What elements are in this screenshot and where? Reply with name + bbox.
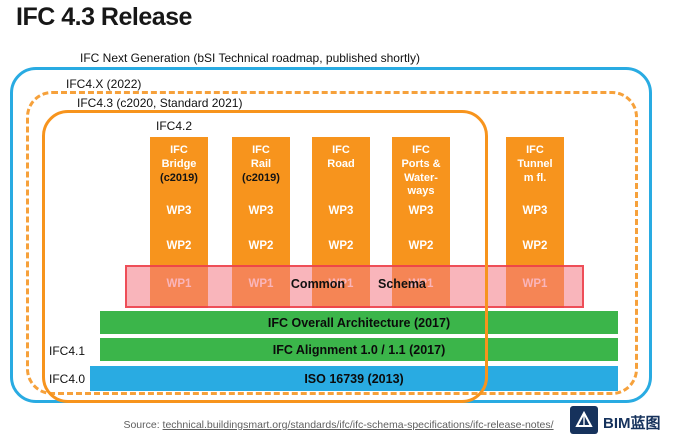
wp2-label: WP2 <box>248 240 274 252</box>
bar-ifc-alignment: IFC Alignment 1.0 / 1.1 (2017) <box>100 338 618 361</box>
schema-label: Schema <box>378 277 426 291</box>
page-title: IFC 4.3 Release <box>16 3 192 31</box>
wp2-label: WP2 <box>328 240 354 252</box>
wp2-label: WP2 <box>408 240 434 252</box>
wp3-label: WP3 <box>166 205 192 217</box>
ifc40-label: IFC4.0 <box>49 372 86 386</box>
ifc42-label: IFC4.2 <box>156 119 193 133</box>
ifc43-label: IFC4.3 (c2020, Standard 2021) <box>77 96 243 110</box>
ifc4x-label: IFC4.X (2022) <box>66 77 142 91</box>
column-title: IFC Tunnel m fl. <box>517 144 553 184</box>
column-year: (c2019) <box>242 171 280 184</box>
next-generation-label: IFC Next Generation (bSI Technical roadm… <box>80 51 420 65</box>
bim-logo: BIM蓝图 <box>566 406 661 439</box>
ifc41-label: IFC4.1 <box>49 344 86 358</box>
column-ifc-bridge: IFC Bridge (c2019) WP3 WP2 WP1 <box>150 137 208 308</box>
wp3-label: WP3 <box>248 205 274 217</box>
wp2-label: WP2 <box>522 240 548 252</box>
column-title: IFC Road <box>327 144 355 170</box>
bar-ifc-overall-architecture: IFC Overall Architecture (2017) <box>100 311 618 334</box>
bar-iso-16739: ISO 16739 (2013) <box>90 366 618 391</box>
column-title: IFC Bridge <box>161 144 197 170</box>
source-prefix: Source: <box>123 419 160 431</box>
column-title: IFC Ports & Water- ways <box>401 144 441 198</box>
column-title: IFC Rail <box>250 144 272 170</box>
bim-logo-icon <box>570 406 598 439</box>
bar-label: IFC Overall Architecture (2017) <box>267 315 451 330</box>
bar-label: ISO 16739 (2013) <box>304 371 404 386</box>
common-label: Common <box>290 277 346 291</box>
wp3-label: WP3 <box>522 205 548 217</box>
column-year: (c2019) <box>160 171 198 184</box>
source-line: Source: technical.buildingsmart.org/stan… <box>0 419 677 431</box>
common-schema-band <box>125 265 584 308</box>
wp2-label: WP2 <box>166 240 192 252</box>
bim-logo-text: BIM蓝图 <box>603 415 661 432</box>
source-link[interactable]: technical.buildingsmart.org/standards/if… <box>162 419 554 431</box>
wp3-label: WP3 <box>408 205 434 217</box>
wp3-label: WP3 <box>328 205 354 217</box>
bar-label: IFC Alignment 1.0 / 1.1 (2017) <box>272 342 446 357</box>
